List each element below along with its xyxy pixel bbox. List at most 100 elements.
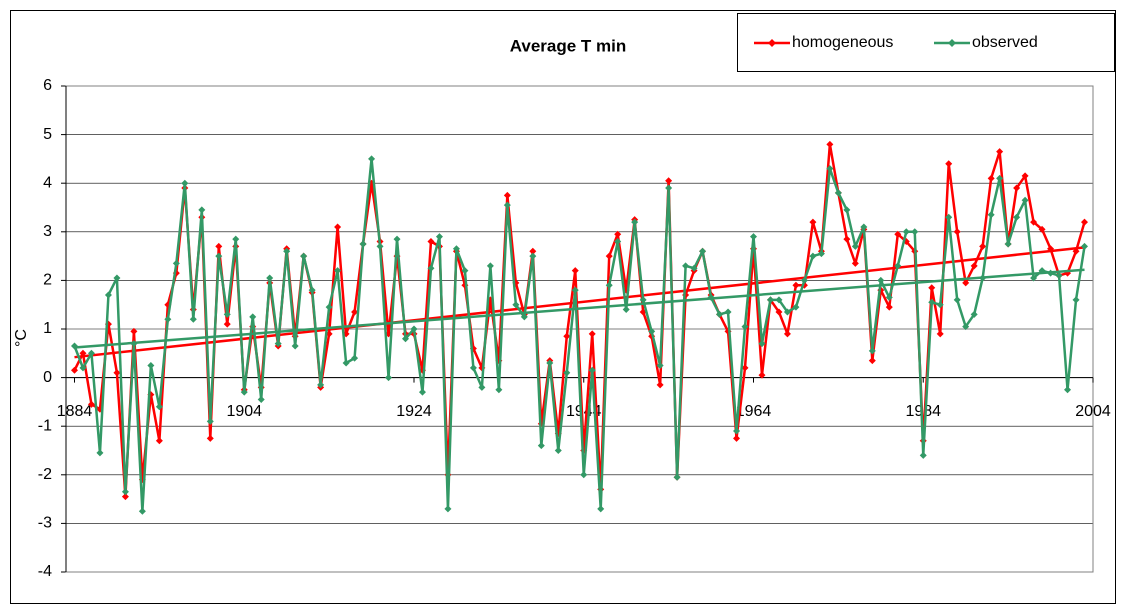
marker (1047, 245, 1055, 253)
marker (733, 427, 741, 435)
marker (860, 223, 868, 231)
marker (826, 140, 834, 148)
marker (868, 347, 876, 355)
marker (673, 473, 681, 481)
x-tick-label: 1904 (226, 403, 262, 420)
marker (130, 340, 138, 348)
marker (96, 449, 104, 457)
marker (792, 303, 800, 311)
marker (1030, 274, 1038, 282)
marker (919, 451, 927, 459)
x-tick-label: 1924 (396, 403, 432, 420)
y-tick-label: -1 (38, 417, 52, 434)
marker (486, 262, 494, 270)
marker (87, 349, 95, 357)
marker (690, 264, 698, 272)
marker (571, 267, 579, 275)
marker (342, 359, 350, 367)
marker (894, 230, 902, 238)
marker (308, 286, 316, 294)
marker (385, 374, 393, 382)
marker (435, 233, 443, 241)
marker (249, 313, 257, 321)
marker (665, 177, 673, 185)
marker (155, 437, 163, 445)
marker (291, 342, 299, 350)
marker (902, 228, 910, 236)
marker (104, 291, 112, 299)
marker (826, 165, 834, 173)
marker (87, 400, 95, 408)
marker (155, 403, 163, 411)
marker (1047, 269, 1055, 277)
marker (724, 308, 732, 316)
marker (469, 364, 477, 372)
marker (215, 252, 223, 260)
marker (147, 361, 155, 369)
marker (444, 505, 452, 513)
marker (809, 252, 817, 260)
marker (113, 274, 121, 282)
marker (215, 242, 223, 250)
marker (936, 330, 944, 338)
marker (953, 228, 961, 236)
legend-marker (948, 39, 956, 47)
marker (588, 366, 596, 374)
marker (334, 267, 342, 275)
marker (359, 240, 367, 248)
marker (631, 218, 639, 226)
y-tick-label: 0 (43, 369, 52, 386)
marker (877, 276, 885, 284)
marker (843, 206, 851, 214)
marker (283, 247, 291, 255)
series-line (73, 157, 1086, 513)
marker (868, 357, 876, 365)
marker (529, 247, 537, 255)
marker (656, 361, 664, 369)
marker (495, 386, 503, 394)
marker (334, 223, 342, 231)
y-tick-label: -2 (38, 466, 52, 483)
marker (223, 320, 231, 328)
marker (402, 335, 410, 343)
chart-border (10, 10, 1116, 604)
marker (809, 218, 817, 226)
marker (987, 211, 995, 219)
marker (1004, 240, 1012, 248)
marker (936, 301, 944, 309)
marker (368, 155, 376, 163)
marker (962, 323, 970, 331)
marker (945, 213, 953, 221)
marker (656, 381, 664, 389)
marker (452, 245, 460, 253)
marker (962, 279, 970, 287)
marker (945, 160, 953, 168)
marker (775, 296, 783, 304)
y-tick-label: -4 (38, 563, 52, 580)
marker (970, 262, 978, 270)
marker (928, 298, 936, 306)
marker (783, 330, 791, 338)
x-tick-label: 2004 (1075, 403, 1111, 420)
marker (512, 301, 520, 309)
marker (792, 281, 800, 289)
marker (953, 296, 961, 304)
marker (996, 174, 1004, 182)
marker (189, 315, 197, 323)
marker (605, 252, 613, 260)
marker (571, 286, 579, 294)
marker (376, 242, 384, 250)
marker (682, 262, 690, 270)
marker (639, 296, 647, 304)
marker (232, 235, 240, 243)
marker (427, 238, 435, 246)
marker (800, 276, 808, 284)
marker (461, 267, 469, 275)
marker (758, 340, 766, 348)
marker (206, 417, 214, 425)
y-tick-label: 5 (43, 126, 52, 143)
marker (79, 364, 87, 372)
marker (766, 296, 774, 304)
legend-box (737, 13, 1115, 72)
